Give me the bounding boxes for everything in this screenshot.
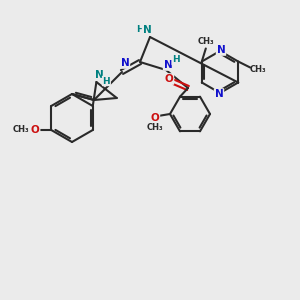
Text: N: N <box>121 58 129 68</box>
Text: H: H <box>103 76 110 85</box>
Text: O: O <box>151 113 159 123</box>
Text: H: H <box>136 26 144 34</box>
Text: CH₃: CH₃ <box>197 37 214 46</box>
Text: CH₃: CH₃ <box>250 65 266 74</box>
Text: N: N <box>142 25 152 35</box>
Text: N: N <box>164 60 172 70</box>
Text: CH₃: CH₃ <box>147 124 163 133</box>
Text: N: N <box>214 89 224 99</box>
Text: CH₃: CH₃ <box>13 125 29 134</box>
Text: N: N <box>95 70 104 80</box>
Text: H: H <box>172 56 180 64</box>
Text: N: N <box>217 45 225 55</box>
Text: O: O <box>31 125 40 135</box>
Text: O: O <box>165 74 173 84</box>
